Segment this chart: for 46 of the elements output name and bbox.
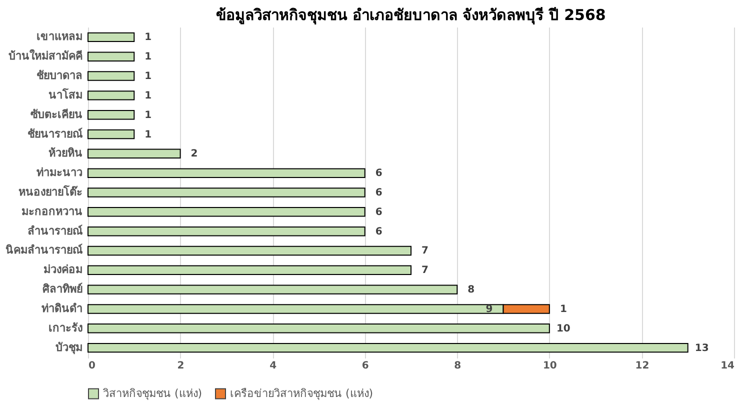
data-label: 1: [144, 71, 152, 82]
x-tick-label: 2: [177, 360, 184, 372]
y-tick-label: บ้านใหม่สามัคคี: [8, 48, 82, 63]
legend-label: วิสาหกิจชุมชน (แห่ง): [102, 386, 202, 400]
data-label: 1: [144, 32, 152, 44]
y-tick-label: ชัยนารายณ์: [28, 127, 84, 140]
data-label: 9: [486, 304, 493, 315]
y-tick-label: ศิลาทิพย์: [42, 282, 82, 296]
data-label: 2: [190, 148, 198, 160]
data-label: 6: [375, 188, 382, 198]
data-label: 13: [694, 342, 709, 354]
y-tick-label: ซับตะเคียน: [30, 108, 82, 121]
y-tick-label: บัวชุม: [56, 340, 82, 355]
y-tick-label: เกาะรัง: [48, 321, 82, 334]
data-label: 7: [422, 265, 429, 276]
y-tick-label: ท่ามะนาว: [36, 166, 82, 180]
data-label: 1: [144, 129, 152, 140]
data-label: 6: [375, 168, 382, 180]
y-tick-label: หนองยายโต๊ะ: [18, 184, 82, 198]
y-tick-label: นิคมลำนารายณ์: [6, 244, 84, 257]
x-tick-label: 12: [635, 360, 650, 372]
y-tick-label: นาโสม: [48, 87, 82, 102]
data-label: 1: [560, 304, 567, 315]
y-tick-label: ม่วงค่อม: [44, 263, 82, 276]
data-label: 1: [144, 52, 152, 63]
x-tick-label: 8: [454, 360, 462, 372]
y-tick-label: เขาแหลม: [36, 30, 82, 44]
y-tick-label: ห้วยหิน: [48, 146, 82, 160]
data-label: 8: [468, 284, 475, 296]
x-tick-label: 14: [720, 360, 735, 372]
x-tick-label: 4: [270, 360, 277, 372]
chart-title: ข้อมูลวิสาหกิจชุมชน อำเภอชัยบาดาล จังหวัดลพบุรี ปี 2568: [216, 6, 606, 25]
legend-label: เครือข่ายวิสาหกิจชุมชน (แห่ง): [230, 386, 374, 400]
data-label: 6: [375, 226, 382, 238]
y-tick-label: ท่าดินดำ: [42, 302, 82, 315]
data-label: 10: [556, 323, 570, 334]
x-tick-label: 0: [88, 360, 96, 372]
x-tick-label: 10: [542, 360, 557, 372]
data-label: 1: [144, 90, 152, 102]
data-label: 6: [375, 206, 382, 218]
y-tick-label: มะกอกหวาน: [22, 204, 82, 218]
data-label: 7: [422, 246, 429, 257]
y-tick-label: ลำนารายณ์: [28, 224, 84, 238]
y-tick-label: ชัยบาดาล: [36, 69, 82, 82]
data-label: 1: [144, 110, 152, 121]
x-tick-label: 6: [362, 360, 369, 372]
